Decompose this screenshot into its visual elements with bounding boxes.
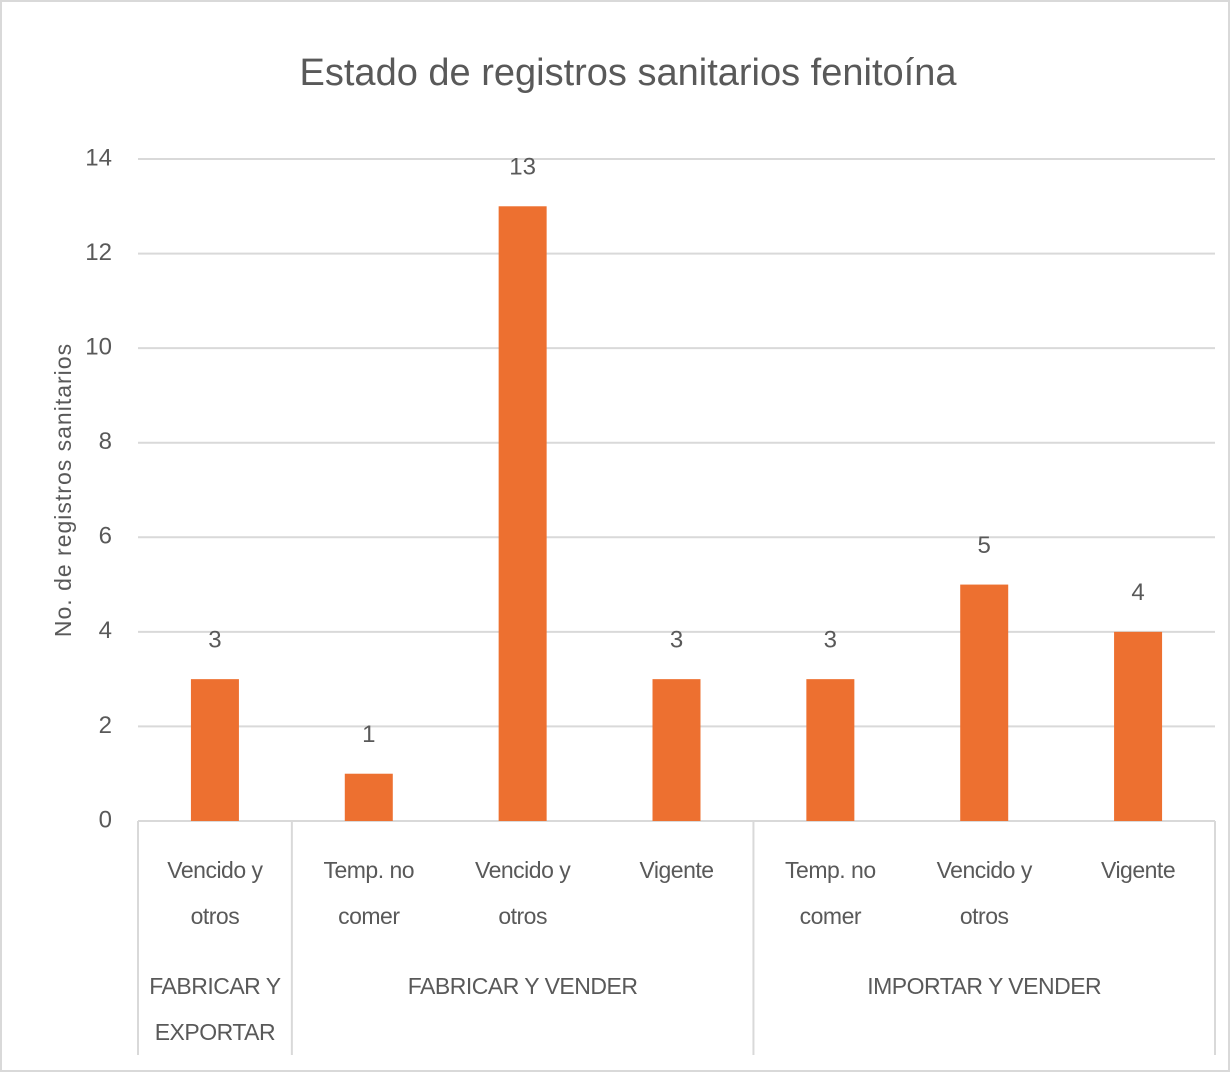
x-tick-label: Vigente — [639, 857, 714, 883]
x-tick-label: Vencido y otros — [936, 857, 1033, 929]
x-tick-label: Vigente — [1101, 857, 1176, 883]
chart-title: Estado de registros sanitarios fenitoína — [300, 52, 958, 94]
bar — [190, 679, 239, 821]
group-label: FABRICAR Y VENDER — [407, 973, 638, 999]
y-tick-label: 2 — [99, 712, 112, 739]
group-label: IMPORTAR Y VENDER — [867, 973, 1102, 999]
x-tick-label: Temp. no comer — [785, 857, 876, 929]
y-tick-label: 10 — [85, 333, 112, 360]
data-label: 3 — [670, 626, 683, 653]
y-tick-label: 14 — [85, 144, 112, 171]
x-tick-label: Vencido y otros — [167, 857, 263, 929]
group-label: FABRICAR Y EXPORTAR — [149, 973, 281, 1045]
data-label: 3 — [824, 626, 837, 653]
data-label: 13 — [509, 154, 536, 181]
bar — [806, 679, 855, 821]
data-label: 3 — [208, 626, 221, 653]
data-label: 5 — [978, 532, 991, 559]
y-tick-label: 6 — [99, 523, 112, 550]
bar — [1114, 631, 1163, 821]
x-tick-label: Vencido y otros — [475, 857, 571, 929]
y-tick-label: 4 — [99, 617, 112, 644]
y-axis-label: No. de registros sanitarios — [50, 343, 76, 637]
bar — [498, 206, 547, 822]
bar — [960, 584, 1009, 821]
bar — [652, 679, 701, 821]
data-label: 4 — [1131, 579, 1144, 606]
y-tick-label: 8 — [99, 428, 112, 455]
data-label: 1 — [362, 721, 375, 748]
y-tick-label: 0 — [99, 806, 112, 833]
x-tick-label: Temp. no comer — [323, 857, 415, 929]
y-tick-label: 12 — [85, 239, 112, 266]
bar — [344, 773, 393, 821]
